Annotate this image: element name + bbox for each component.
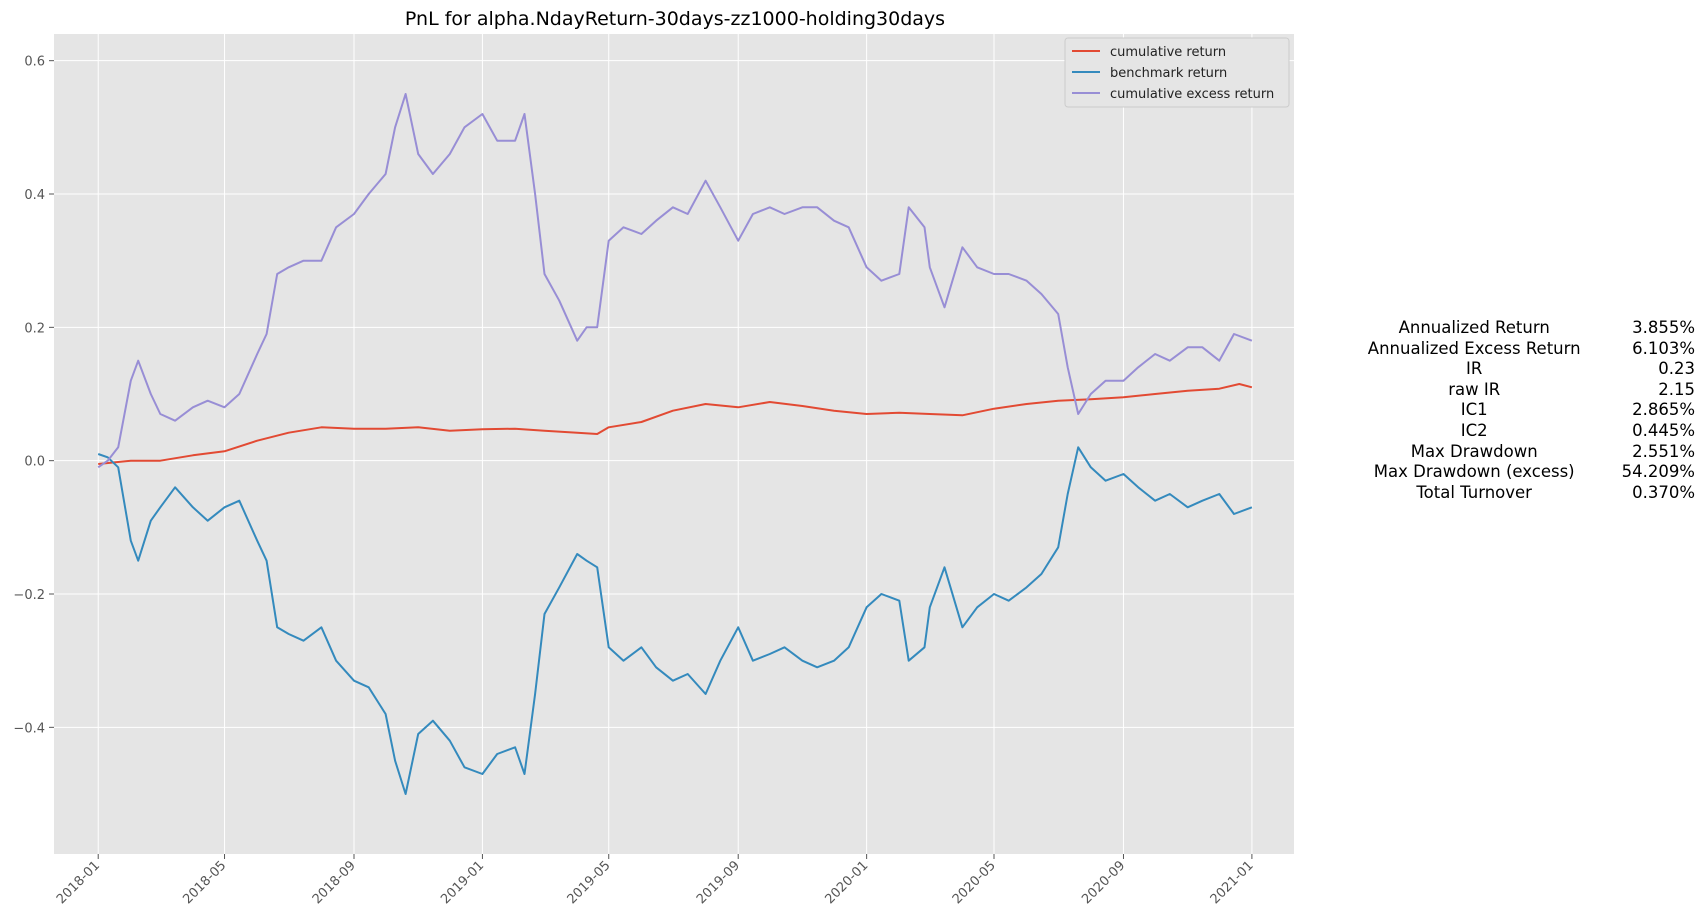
y-tick-label: 0.2: [24, 321, 45, 336]
series-line-cumulative-excess-return: [97, 93, 1253, 469]
stats-row-ic2: IC2 0.445%: [1360, 421, 1695, 442]
x-tick-label: 2020-09: [1079, 858, 1128, 907]
series-lines: [97, 93, 1253, 795]
x-tick-label: 2018-09: [310, 858, 359, 907]
y-tick-label: −0.4: [13, 721, 45, 736]
series-line-benchmark-return: [97, 446, 1253, 795]
stat-value: 0.370%: [1632, 482, 1695, 502]
stats-table: Annualized Return 3.855% Annualized Exce…: [1360, 318, 1695, 503]
stat-value: 0.445%: [1632, 420, 1695, 440]
y-tick-label: 0.4: [24, 188, 45, 203]
stat-label: Annualized Return: [1398, 318, 1550, 337]
x-tick-label: 2020-05: [950, 858, 999, 907]
legend: cumulative return benchmark return cumul…: [1064, 37, 1290, 108]
legend-label-cumulative-excess-return: cumulative excess return: [1110, 87, 1274, 102]
y-tick-label: 0.6: [24, 55, 45, 70]
x-tick-label: 2019-09: [694, 858, 743, 907]
x-tick-label: 2018-05: [180, 858, 229, 907]
stat-label: IC1: [1460, 400, 1488, 420]
stat-value: 6.103%: [1632, 338, 1695, 358]
stats-row-max-drawdown-excess: Max Drawdown (excess) 54.209%: [1360, 462, 1695, 483]
chart-title: PnL for alpha.NdayReturn-30days-zz1000-h…: [405, 8, 945, 30]
stats-row-ic1: IC1 2.865%: [1360, 400, 1695, 421]
x-tick-label: 2019-01: [438, 858, 487, 907]
y-tick-label: 0.0: [24, 455, 45, 470]
x-tick-label: 2020-01: [822, 858, 871, 907]
stat-value: 54.209%: [1621, 462, 1695, 482]
y-tick-label: −0.2: [13, 588, 45, 603]
legend-label-benchmark-return: benchmark return: [1110, 66, 1227, 81]
plot-area: [54, 34, 1294, 854]
stat-label: IR: [1466, 359, 1483, 379]
stat-label: Annualized Excess Return: [1367, 338, 1581, 358]
stats-row-annualized-excess-return: Annualized Excess Return 6.103%: [1360, 339, 1695, 360]
stats-row-max-drawdown: Max Drawdown 2.551%: [1360, 442, 1695, 463]
stat-value: 2.551%: [1632, 441, 1695, 461]
stats-row-annualized-return: Annualized Return 3.855%: [1360, 318, 1695, 339]
stat-label: Max Drawdown: [1410, 441, 1538, 461]
stat-label: IC2: [1460, 420, 1488, 440]
stat-label: Total Turnover: [1416, 482, 1532, 502]
x-tick-label: 2021-01: [1208, 858, 1257, 907]
stats-row-raw-ir: raw IR 2.15: [1360, 380, 1695, 401]
grid-lines: [54, 34, 1294, 854]
y-axis-ticks: −0.4 −0.2 0.0 0.2 0.4 0.6: [13, 55, 54, 736]
stat-value: 3.855%: [1632, 318, 1695, 337]
stat-value: 2.15: [1658, 379, 1695, 399]
stat-value: 0.23: [1658, 359, 1695, 379]
stat-value: 2.865%: [1632, 400, 1695, 420]
x-tick-label: 2019-05: [565, 858, 614, 907]
x-axis-ticks: 2018-01 2018-05 2018-09 2019-01 2019-05 2019-…: [54, 854, 1257, 907]
series-line-cumulative-return: [98, 383, 1253, 465]
stats-row-ir: IR 0.23: [1360, 359, 1695, 380]
x-tick-label: 2018-01: [54, 858, 103, 907]
legend-label-cumulative-return: cumulative return: [1110, 45, 1226, 60]
stat-label: raw IR: [1448, 379, 1501, 399]
stat-label: Max Drawdown (excess): [1373, 462, 1575, 482]
stats-row-total-turnover: Total Turnover 0.370%: [1360, 483, 1695, 504]
legend-box: [1064, 37, 1290, 108]
